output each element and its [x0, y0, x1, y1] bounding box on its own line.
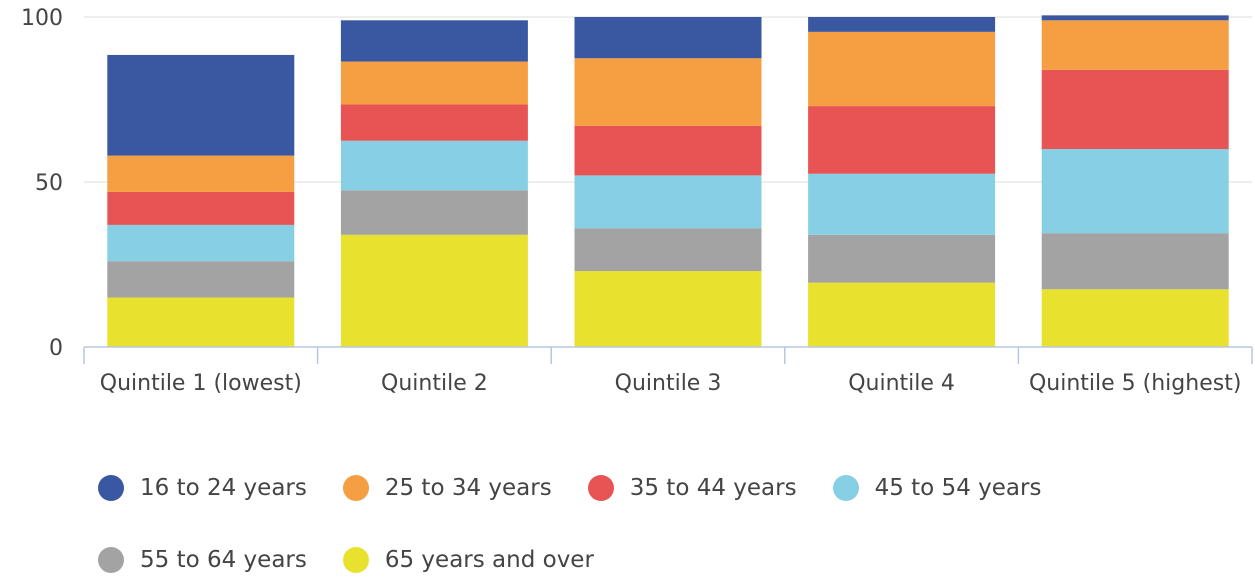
bar-q5-45-to-54-years	[1041, 149, 1229, 234]
bar-q5-25-to-34-years	[1041, 20, 1229, 70]
bar-q4-16-to-24-years	[808, 17, 996, 32]
legend-swatch-icon	[832, 475, 859, 501]
x-tick-label: Quintile 2	[381, 371, 488, 396]
legend-swatch-icon	[587, 475, 614, 501]
legend-item[interactable]: 45 to 54 years	[832, 470, 1042, 506]
bar-q1-55-to-64-years	[107, 261, 295, 298]
bar-q5-55-to-64-years	[1041, 233, 1229, 290]
bar-q5-16-to-24-years	[1041, 15, 1229, 21]
x-tick-label: Quintile 4	[848, 371, 955, 396]
legend-label: 65 years and over	[384, 547, 594, 573]
bar-q3-16-to-24-years	[574, 17, 762, 59]
legend-label: 45 to 54 years	[874, 475, 1042, 501]
legend-item[interactable]: 35 to 44 years	[587, 470, 797, 506]
legend-label: 25 to 34 years	[384, 475, 552, 501]
y-axis-ticks: 0 50 100	[21, 6, 63, 361]
y-tick-label-0: 0	[49, 336, 63, 361]
x-tick-label: Quintile 3	[615, 371, 722, 396]
bar-q3-45-to-54-years	[574, 175, 762, 229]
y-tick-label-50: 50	[35, 171, 63, 196]
x-axis	[83, 346, 1253, 364]
bar-q1-65-years-and-over	[107, 297, 295, 347]
bar-q2-25-to-34-years	[340, 61, 528, 105]
x-tick-label: Quintile 5 (highest)	[1029, 371, 1241, 396]
bar-q1-35-to-44-years	[107, 191, 295, 225]
legend-swatch-icon	[342, 475, 369, 501]
bar-q1-16-to-24-years	[107, 54, 295, 156]
legend-swatch-icon	[98, 475, 124, 501]
y-tick-label-100: 100	[21, 6, 63, 31]
bar-q2-65-years-and-over	[340, 234, 528, 347]
bar-q2-35-to-44-years	[340, 104, 528, 141]
bar-q4-65-years-and-over	[808, 282, 996, 347]
bar-q4-55-to-64-years	[808, 234, 996, 283]
legend-label: 55 to 64 years	[140, 547, 307, 573]
bar-q3-55-to-64-years	[574, 228, 762, 272]
x-axis-ticks: Quintile 1 (lowest) Quintile 2 Quintile 3 Q…	[100, 371, 1242, 396]
bars	[107, 15, 1229, 347]
bar-q5-65-years-and-over	[1041, 289, 1229, 347]
bar-q3-35-to-44-years	[574, 125, 762, 176]
bar-q4-45-to-54-years	[808, 173, 996, 235]
bar-q1-25-to-34-years	[107, 155, 295, 192]
bar-q4-25-to-34-years	[808, 31, 996, 107]
x-tick-label: Quintile 1 (lowest)	[100, 371, 302, 396]
bar-q3-25-to-34-years	[574, 58, 762, 126]
legend-item[interactable]: 65 years and over	[342, 542, 594, 578]
bar-q2-55-to-64-years	[340, 190, 528, 235]
bar-q1-45-to-54-years	[107, 224, 295, 262]
bar-q2-16-to-24-years	[340, 20, 528, 62]
legend-swatch-icon	[98, 547, 124, 573]
legend-label: 16 to 24 years	[140, 475, 307, 501]
legend-item[interactable]: 55 to 64 years	[98, 542, 307, 578]
legend-label: 35 to 44 years	[629, 475, 797, 501]
bar-q5-35-to-44-years	[1041, 69, 1229, 149]
bar-q2-45-to-54-years	[340, 140, 528, 191]
legend-swatch-icon	[342, 547, 369, 573]
legend-item[interactable]: 25 to 34 years	[342, 470, 552, 506]
bar-q4-35-to-44-years	[808, 106, 996, 174]
bar-q3-65-years-and-over	[574, 271, 762, 347]
legend-item[interactable]: 16 to 24 years	[98, 470, 307, 506]
